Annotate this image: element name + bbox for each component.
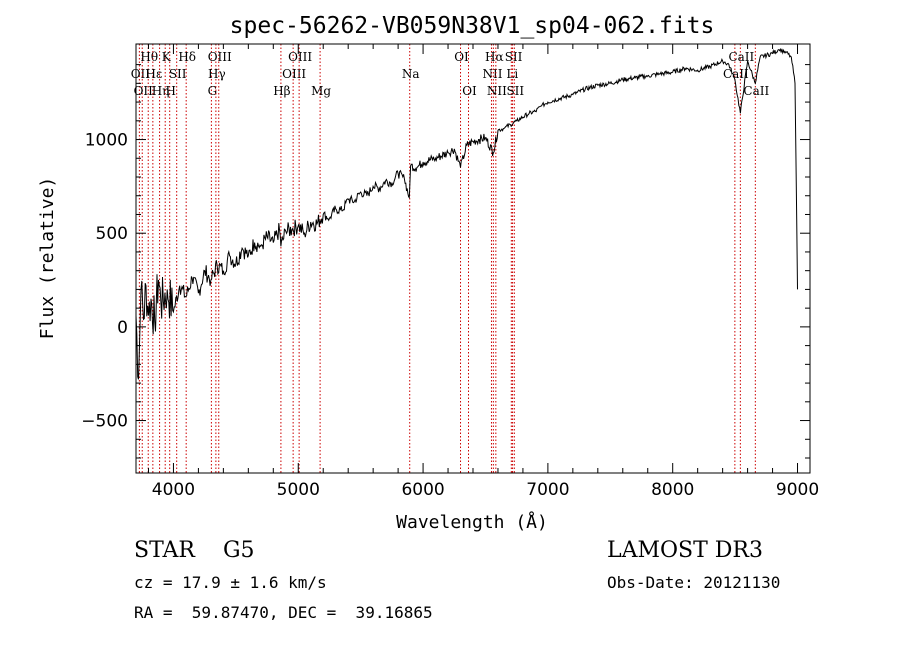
y-tick-label: 0 [117,318,128,338]
spectral-line-label: Hε [146,67,163,81]
classification-label: STAR G5 [134,538,255,563]
spectral-line-label: OIII [208,50,232,64]
spectral-line-label: SII [505,50,523,64]
spectral-line-label: CaII [743,84,769,98]
spectral-line-label: Hδ [178,50,196,64]
spectral-line-label: Hα [485,50,504,64]
spectral-line-label: OII [134,84,154,98]
x-tick-label: 9000 [776,480,819,500]
redshift-label: cz = 17.9 ± 1.6 km/s [134,573,327,592]
spectral-line-label: CaII [723,67,749,81]
obs-date-label: Obs-Date: 20121130 [607,573,781,592]
spectral-line-label: G [208,84,218,98]
spectral-line-label: Hθ [140,50,158,64]
spectrum-series-line [135,47,798,380]
plot-area: OIIOIIHθHεHηKHSIIHδGHγOIIIHβOIIIOIIIMgNa… [81,43,819,500]
survey-label: LAMOST DR3 [607,538,763,563]
x-tick-label: 5000 [277,480,320,500]
x-tick-label: 4000 [152,480,195,500]
spectral-line-label: OI [462,84,477,98]
spectral-line-label: Li [506,67,518,81]
y-tick-label: −500 [81,412,128,432]
spectral-line-label: SII [169,67,187,81]
spectral-line-label: Mg [311,84,331,98]
spectral-line-label: K [162,50,172,64]
x-axis-label: Wavelength (Å) [396,511,548,533]
spectral-line-label: Hβ [273,84,290,98]
y-tick-label: 500 [96,224,128,244]
spectral-line-label: H [165,84,175,98]
chart-title: spec-56262-VB059N38V1_sp04-062.fits [230,13,715,39]
spectral-line-label: SII [506,84,524,98]
spectral-line-label: NII [482,67,502,81]
spectral-line-label: OIII [282,67,306,81]
spectral-line-label: OIII [288,50,312,64]
x-tick-label: 6000 [401,480,444,500]
spectral-line-label: Na [402,67,420,81]
y-axis-label: Flux (relative) [37,177,58,340]
x-tick-label: 8000 [651,480,694,500]
y-tick-label: 1000 [85,131,128,151]
spectral-line-label: CaII [728,50,754,64]
coordinates-label: RA = 59.87470, DEC = 39.16865 [134,603,433,622]
spectral-line-label: Hγ [208,67,226,81]
spectral-line-label: OI [454,50,469,64]
spectral-line-label: NII [487,84,507,98]
x-tick-label: 7000 [526,480,569,500]
